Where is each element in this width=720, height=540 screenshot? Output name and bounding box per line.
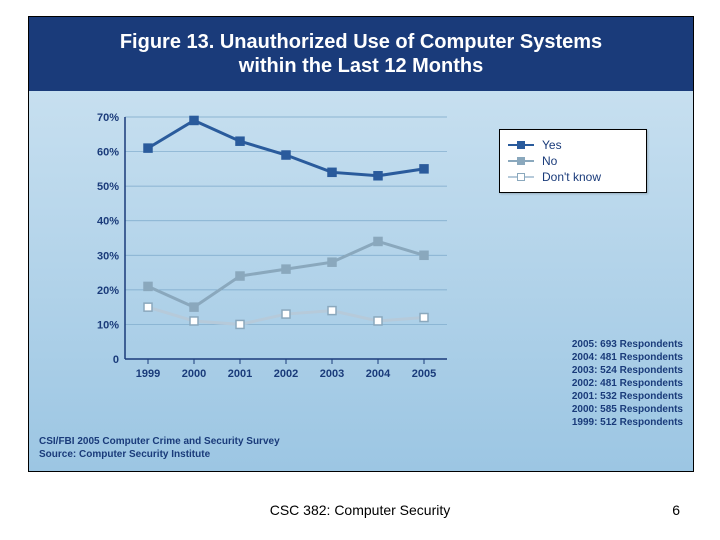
legend-swatch [508, 156, 534, 166]
svg-text:70%: 70% [97, 112, 119, 124]
svg-text:2003: 2003 [320, 368, 344, 380]
svg-text:2002: 2002 [274, 368, 298, 380]
svg-text:2000: 2000 [182, 368, 206, 380]
figure-title-line2: within the Last 12 Months [239, 55, 483, 77]
svg-text:1999: 1999 [136, 368, 160, 380]
legend: Yes No Don't know [499, 129, 647, 193]
line-chart: 0 10% 20% 30% 40% 50% 60% 70% 1999 2000 2001 2002 20… [87, 109, 457, 389]
respondent-line: 2002: 481 Respondents [572, 377, 683, 390]
respondent-line: 2004: 481 Respondents [572, 351, 683, 364]
respondent-line: 1999: 512 Respondents [572, 416, 683, 429]
legend-label: No [542, 154, 557, 168]
legend-swatch [508, 140, 534, 150]
page-number: 6 [672, 502, 680, 518]
figure-title-line1: Figure 13. Unauthorized Use of Computer … [120, 31, 602, 53]
legend-swatch [508, 172, 534, 182]
legend-item: No [508, 154, 638, 168]
source-line1: CSI/FBI 2005 Computer Crime and Security… [39, 435, 280, 448]
svg-text:40%: 40% [97, 216, 119, 228]
svg-text:10%: 10% [97, 319, 119, 331]
respondent-line: 2005: 693 Respondents [572, 338, 683, 351]
figure-title: Figure 13. Unauthorized Use of Computer … [120, 30, 602, 78]
legend-label: Yes [542, 138, 562, 152]
source-citation: CSI/FBI 2005 Computer Crime and Security… [39, 435, 280, 461]
slide: Figure 13. Unauthorized Use of Computer … [0, 0, 720, 540]
legend-item: Don't know [508, 170, 638, 184]
svg-text:30%: 30% [97, 250, 119, 262]
svg-text:60%: 60% [97, 147, 119, 159]
svg-text:2001: 2001 [228, 368, 252, 380]
respondents-list: 2005: 693 Respondents2004: 481 Responden… [572, 338, 683, 429]
source-line2: Source: Computer Security Institute [39, 448, 280, 461]
svg-text:50%: 50% [97, 181, 119, 193]
svg-text:2004: 2004 [366, 368, 391, 380]
svg-text:20%: 20% [97, 285, 119, 297]
figure-title-band: Figure 13. Unauthorized Use of Computer … [29, 17, 693, 91]
svg-text:2005: 2005 [412, 368, 436, 380]
respondent-line: 2000: 585 Respondents [572, 403, 683, 416]
legend-label: Don't know [542, 170, 601, 184]
respondent-line: 2003: 524 Respondents [572, 364, 683, 377]
respondent-line: 2001: 532 Respondents [572, 390, 683, 403]
footer-course-label: CSC 382: Computer Security [0, 502, 720, 518]
svg-text:0: 0 [113, 354, 119, 366]
chart-plot-area: 0 10% 20% 30% 40% 50% 60% 70% 1999 2000 2001 2002 20… [87, 109, 457, 389]
legend-item: Yes [508, 138, 638, 152]
figure-panel: Figure 13. Unauthorized Use of Computer … [28, 16, 694, 472]
